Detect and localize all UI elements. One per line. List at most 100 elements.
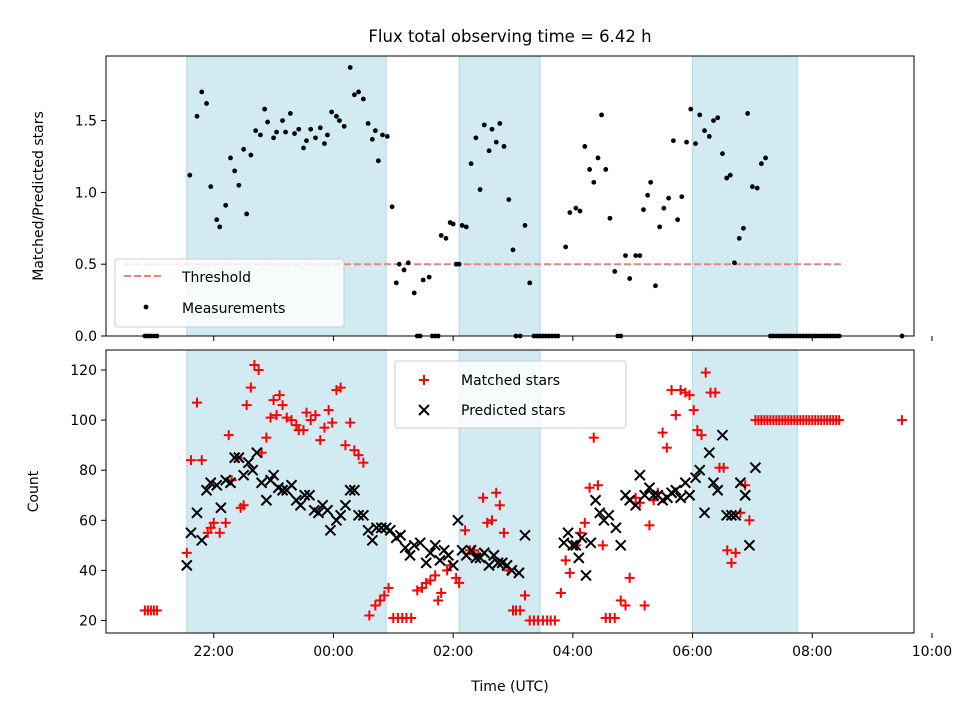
- matched-point-38: [315, 435, 326, 446]
- measurement-point-33: [313, 135, 318, 141]
- predicted-stars-points: [181, 429, 762, 582]
- measurement-point-102: [591, 179, 597, 185]
- predicted-point-52: [420, 557, 432, 569]
- predicted-point-86: [610, 522, 622, 534]
- predicted-point-41: [366, 534, 379, 547]
- matched-point-22: [253, 365, 264, 376]
- predicted-point-36: [344, 484, 356, 496]
- predicted-point-59-b: [452, 514, 464, 527]
- predicted-point-57-b: [442, 549, 455, 562]
- matched-point-25: [265, 412, 276, 423]
- ratio-ytick-label-3: 1.5: [75, 114, 97, 130]
- legend-threshold-label: Threshold: [181, 270, 251, 286]
- predicted-point-107: [707, 477, 720, 489]
- predicted-point-87-b: [615, 539, 627, 552]
- measurement-point-101: [587, 167, 593, 172]
- predicted-point-100: [674, 492, 687, 504]
- measurement-point-27: [287, 111, 293, 116]
- matched-point-97: [579, 517, 590, 528]
- matched-point-94: [564, 567, 575, 578]
- count-xtick-label-2: 02:00: [433, 644, 473, 660]
- matched-point-121: [688, 405, 699, 416]
- predicted-point-108-b: [711, 484, 724, 496]
- matched-point-134: [744, 515, 755, 526]
- ratio-ytick-label-0: 0.0: [75, 329, 97, 345]
- matched-point-83: [515, 605, 526, 616]
- matched-point-123: [696, 430, 707, 441]
- predicted-point-39-b: [357, 509, 370, 521]
- predicted-point-92-b: [638, 489, 651, 501]
- predicted-point-101-b: [679, 477, 692, 489]
- predicted-point-17-b: [260, 494, 273, 506]
- matched-point-46: [349, 445, 360, 456]
- measurement-point-124: [684, 139, 689, 145]
- measurement-point-32: [308, 126, 314, 132]
- measurement-point-135: [732, 260, 737, 266]
- legend-predicted-marker-b: [418, 404, 430, 416]
- matched-point-78: [494, 500, 505, 511]
- matched-point-14: [223, 430, 234, 441]
- predicted-point-62: [465, 544, 477, 557]
- predicted-point-50: [408, 539, 420, 552]
- predicted-point-93-b: [643, 482, 656, 494]
- predicted-point-81: [585, 537, 597, 549]
- predicted-point-0-b: [181, 559, 193, 572]
- predicted-point-1-b: [185, 527, 197, 539]
- predicted-point-115-b: [743, 539, 756, 552]
- count-ytick-label-5: 120: [70, 363, 97, 379]
- predicted-point-111: [725, 509, 738, 521]
- measurement-point-28: [292, 131, 297, 136]
- legend-matched-label: Matched stars: [461, 373, 560, 389]
- predicted-point-85: [603, 509, 615, 521]
- measurement-point-128: [702, 128, 707, 134]
- predicted-point-43-b: [375, 522, 388, 534]
- matched-point-49: [364, 610, 375, 621]
- predicted-point-5-b: [205, 477, 217, 489]
- ratio-plot-frame: [105, 55, 915, 337]
- predicted-point-23-b: [285, 479, 298, 491]
- predicted-point-105-b: [698, 507, 711, 519]
- predicted-point-51-b: [414, 537, 426, 549]
- measurement-point-22: [265, 119, 270, 125]
- predicted-point-75-b: [562, 527, 574, 539]
- measurement-point-39: [337, 118, 342, 124]
- measurement-point-35: [322, 141, 327, 146]
- predicted-point-58: [447, 559, 459, 572]
- matched-point-7: [191, 397, 202, 408]
- predicted-point-32-b: [324, 524, 337, 537]
- predicted-point-5: [205, 477, 217, 489]
- ratio-ytick-label-1: 0.5: [75, 257, 97, 273]
- ratio-legend: Threshold Measurements: [114, 258, 345, 328]
- predicted-point-45: [384, 524, 397, 537]
- predicted-point-21: [276, 484, 289, 496]
- matched-point-28: [274, 390, 285, 401]
- predicted-point-50-b: [408, 539, 420, 552]
- predicted-point-116-b: [749, 462, 762, 474]
- matched-point-114: [657, 427, 668, 438]
- measurement-point-141: [758, 161, 764, 167]
- predicted-point-38-b: [352, 509, 365, 521]
- measurement-point-132: [720, 151, 725, 157]
- predicted-point-48: [399, 542, 411, 554]
- matched-point-52: [379, 590, 390, 601]
- predicted-point-40: [362, 524, 374, 537]
- matched-point-76: [487, 515, 498, 526]
- predicted-point-63-b: [470, 552, 482, 564]
- predicted-point-76: [567, 539, 579, 552]
- predicted-point-74: [558, 537, 570, 549]
- measurement-point-137: [741, 225, 746, 231]
- matched-point-77: [491, 487, 502, 498]
- measurement-point-103: [595, 155, 601, 161]
- predicted-point-80-b: [580, 569, 592, 582]
- measurement-point-67: [450, 221, 456, 227]
- predicted-point-34-b: [334, 509, 347, 521]
- matched-point-13: [220, 517, 231, 528]
- matched-point-50: [370, 600, 381, 611]
- measurement-point-18: [248, 152, 254, 158]
- predicted-point-41-b: [366, 534, 379, 547]
- measurement-point-133: [724, 175, 730, 181]
- measurement-point-38: [334, 113, 339, 119]
- time-x-axis-label: Time (UTC): [470, 679, 548, 695]
- predicted-point-58-b: [447, 559, 459, 572]
- measurement-point-116: [648, 179, 654, 185]
